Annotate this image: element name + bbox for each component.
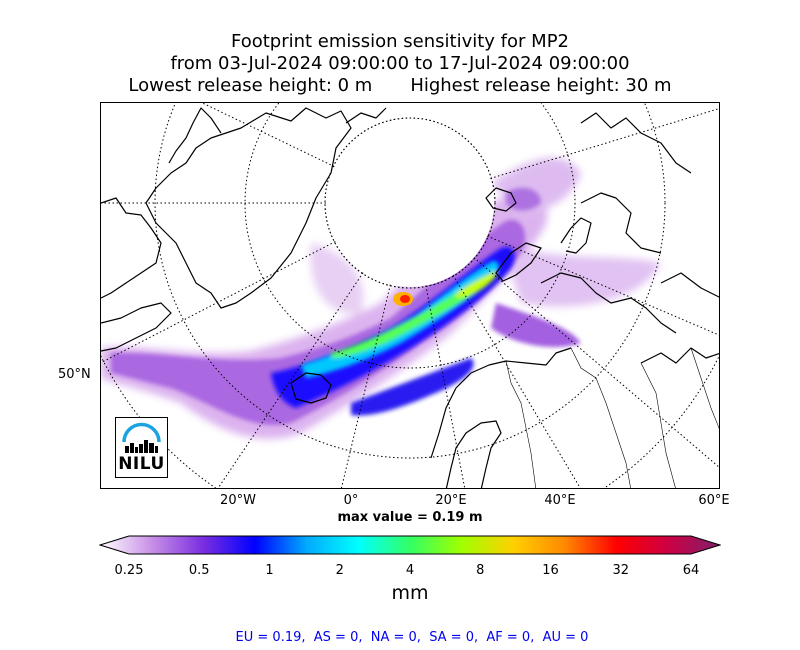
lat-label-50n: 50°N bbox=[58, 367, 91, 382]
colorbar-bar bbox=[99, 535, 721, 555]
coastlines bbox=[101, 107, 719, 488]
colorbar-tick-label: 4 bbox=[405, 563, 415, 578]
lon-label-0: 0° bbox=[343, 493, 359, 508]
lon-label-60e: 60°E bbox=[698, 493, 730, 508]
nilu-logo-text: NILU bbox=[118, 454, 165, 474]
colorbar-tick-label: 8 bbox=[476, 563, 485, 578]
lowest-release-height: Lowest release height: 0 m bbox=[128, 75, 373, 96]
nilu-logo-mark bbox=[122, 422, 161, 453]
colorbar-tick-label: 0.5 bbox=[188, 563, 210, 578]
colorbar-tick-label: 0.25 bbox=[114, 563, 144, 578]
colorbar-tick-label: 16 bbox=[542, 563, 559, 578]
map-canvas bbox=[101, 103, 719, 488]
lon-label-40e: 40°E bbox=[544, 493, 576, 508]
colorbar-tick-label: 64 bbox=[682, 563, 700, 578]
colorbar-tick-label: 32 bbox=[612, 563, 630, 578]
lon-label-20e: 20°E bbox=[435, 493, 467, 508]
borders bbox=[505, 347, 719, 488]
lon-label-20w: 20°W bbox=[220, 493, 256, 508]
plot-title-line2: from 03-Jul-2024 09:00:00 to 17-Jul-2024… bbox=[170, 53, 630, 74]
polar-cap bbox=[326, 119, 494, 287]
plot-title-line1: Footprint emission sensitivity for MP2 bbox=[230, 31, 569, 52]
colorbar-tick-label: 1 bbox=[265, 563, 274, 578]
plot-title-line3: Lowest release height: 0 m Highest releas… bbox=[0, 75, 800, 97]
footprint-map bbox=[100, 102, 720, 489]
colorbar bbox=[99, 535, 721, 555]
region-summary: EU = 0.19, AS = 0, NA = 0, SA = 0, AF = … bbox=[235, 630, 589, 645]
colorbar-tick-label: 2 bbox=[335, 563, 344, 578]
nilu-logo: NILU bbox=[115, 417, 168, 478]
highest-release-height: Highest release height: 30 m bbox=[410, 75, 672, 96]
max-value-label: max value = 0.19 m bbox=[337, 510, 483, 525]
colorbar-unit: mm bbox=[391, 582, 429, 604]
